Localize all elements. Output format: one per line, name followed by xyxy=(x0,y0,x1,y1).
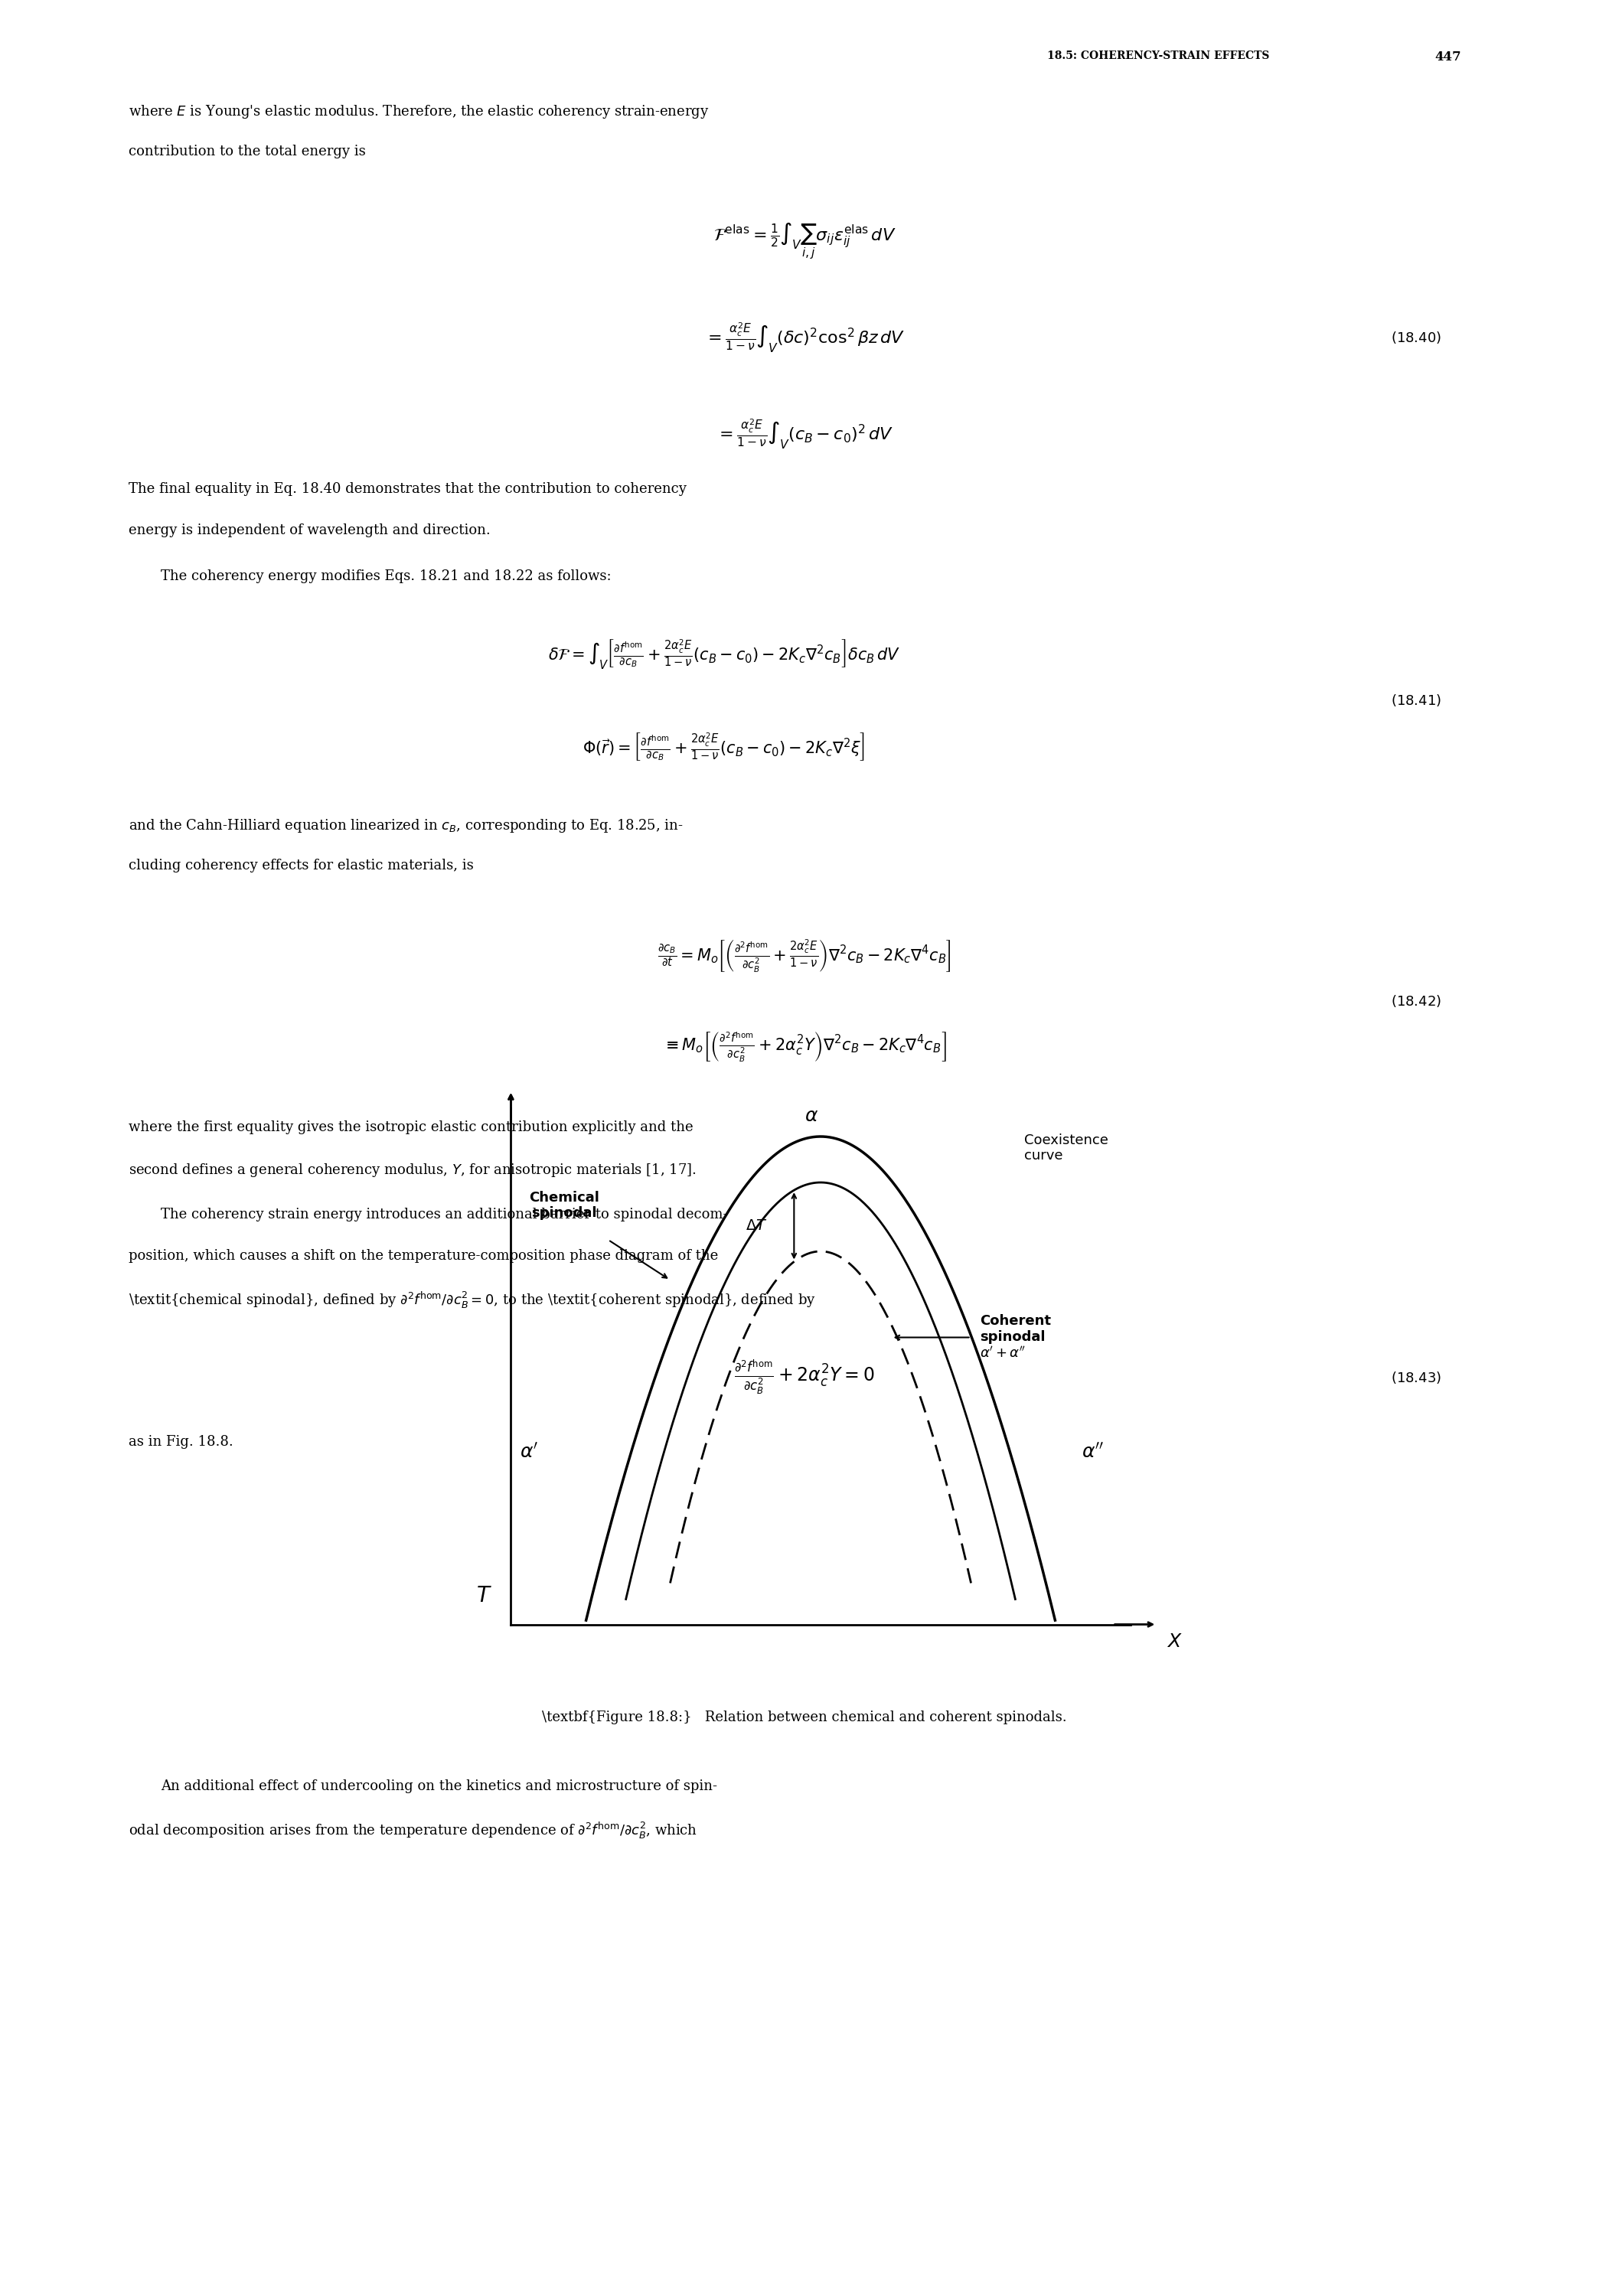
Text: An additional effect of undercooling on the kinetics and microstructure of spin-: An additional effect of undercooling on … xyxy=(161,1779,718,1793)
Text: $(18.41)$: $(18.41)$ xyxy=(1390,693,1442,707)
Text: $T$: $T$ xyxy=(476,1584,492,1607)
Text: $\Phi(\vec{r}) = \left[\frac{\partial f^\mathrm{hom}}{\partial c_B} + \frac{2\al: $\Phi(\vec{r}) = \left[\frac{\partial f^… xyxy=(582,730,866,762)
Text: contribution to the total energy is: contribution to the total energy is xyxy=(129,145,365,158)
Text: $\Delta T$: $\Delta T$ xyxy=(745,1219,767,1233)
Text: The final equality in Eq. 18.40 demonstrates that the contribution to coherency: The final equality in Eq. 18.40 demonstr… xyxy=(129,482,687,496)
Text: second defines a general coherency modulus, $Y$, for anisotropic materials [1, 1: second defines a general coherency modul… xyxy=(129,1162,697,1178)
Text: energy is independent of wavelength and direction.: energy is independent of wavelength and … xyxy=(129,523,491,537)
Text: \textbf{Figure 18.8:}   Relation between chemical and coherent spinodals.: \textbf{Figure 18.8:} Relation between c… xyxy=(542,1711,1067,1724)
Text: $= \frac{\alpha_c^2 E}{1-\nu}\int_V (\delta c)^2 \cos^2\beta z\, dV$: $= \frac{\alpha_c^2 E}{1-\nu}\int_V (\de… xyxy=(705,321,904,354)
Text: $\alpha'$: $\alpha'$ xyxy=(520,1444,539,1463)
Text: $(18.42)$: $(18.42)$ xyxy=(1390,994,1442,1008)
Text: where the first equality gives the isotropic elastic contribution explicitly and: where the first equality gives the isotr… xyxy=(129,1120,693,1134)
Text: position, which causes a shift on the temperature-composition phase diagram of t: position, which causes a shift on the te… xyxy=(129,1249,718,1263)
Text: $(18.40)$: $(18.40)$ xyxy=(1390,331,1442,344)
Text: $\delta\mathcal{F} = \int_V \left[\frac{\partial f^\mathrm{hom}}{\partial c_B} +: $\delta\mathcal{F} = \int_V \left[\frac{… xyxy=(549,638,899,670)
Text: $\equiv M_o\left[\left(\frac{\partial^2 f^\mathrm{hom}}{\partial c_B^2} + 2\alph: $\equiv M_o\left[\left(\frac{\partial^2 … xyxy=(663,1031,946,1063)
Text: and the Cahn-Hilliard equation linearized in $c_B$, corresponding to Eq. 18.25, : and the Cahn-Hilliard equation linearize… xyxy=(129,817,684,833)
Text: Coexistence
curve: Coexistence curve xyxy=(1025,1134,1109,1162)
Text: $\alpha$: $\alpha$ xyxy=(804,1107,819,1125)
Text: $\frac{\partial^2 f^\mathrm{hom}}{\partial c_B^2} + 2\alpha_c^2 Y = 0$: $\frac{\partial^2 f^\mathrm{hom}}{\parti… xyxy=(734,1359,875,1396)
Text: $\mathcal{F}^\mathrm{elas} = \frac{1}{2}\int_V \sum_{i,j} \sigma_{ij}\varepsilon: $\mathcal{F}^\mathrm{elas} = \frac{1}{2}… xyxy=(713,220,896,262)
Text: odal decomposition arises from the temperature dependence of $\partial^2 f^\math: odal decomposition arises from the tempe… xyxy=(129,1821,698,1841)
Text: $\alpha''$: $\alpha''$ xyxy=(1081,1444,1104,1463)
Text: $X$: $X$ xyxy=(1167,1632,1183,1651)
Text: 447: 447 xyxy=(1435,51,1461,64)
Text: 18.5: COHERENCY-STRAIN EFFECTS: 18.5: COHERENCY-STRAIN EFFECTS xyxy=(1047,51,1270,62)
Text: where $E$ is Young's elastic modulus. Therefore, the elastic coherency strain-en: where $E$ is Young's elastic modulus. Th… xyxy=(129,103,710,119)
Text: $\frac{\partial c_B}{\partial t} = M_o\left[\left(\frac{\partial^2 f^\mathrm{hom: $\frac{\partial c_B}{\partial t} = M_o\l… xyxy=(658,937,951,974)
Text: Coherent
spinodal
$\alpha' + \alpha''$: Coherent spinodal $\alpha' + \alpha''$ xyxy=(980,1313,1051,1362)
Text: Chemical
spinodal: Chemical spinodal xyxy=(529,1192,599,1219)
Text: cluding coherency effects for elastic materials, is: cluding coherency effects for elastic ma… xyxy=(129,859,473,872)
Text: \textit{chemical spinodal}, defined by $\partial^2 f^\mathrm{hom}/\partial c_B^2: \textit{chemical spinodal}, defined by $… xyxy=(129,1290,816,1311)
Text: $(18.43)$: $(18.43)$ xyxy=(1390,1371,1442,1384)
Text: The coherency strain energy introduces an additional barrier to spinodal decom-: The coherency strain energy introduces a… xyxy=(161,1208,727,1221)
Text: $= \frac{\alpha_c^2 E}{1-\nu}\int_V (c_B - c_0)^2\, dV$: $= \frac{\alpha_c^2 E}{1-\nu}\int_V (c_B… xyxy=(716,418,893,450)
Text: as in Fig. 18.8.: as in Fig. 18.8. xyxy=(129,1435,233,1449)
Text: The coherency energy modifies Eqs. 18.21 and 18.22 as follows:: The coherency energy modifies Eqs. 18.21… xyxy=(161,569,611,583)
